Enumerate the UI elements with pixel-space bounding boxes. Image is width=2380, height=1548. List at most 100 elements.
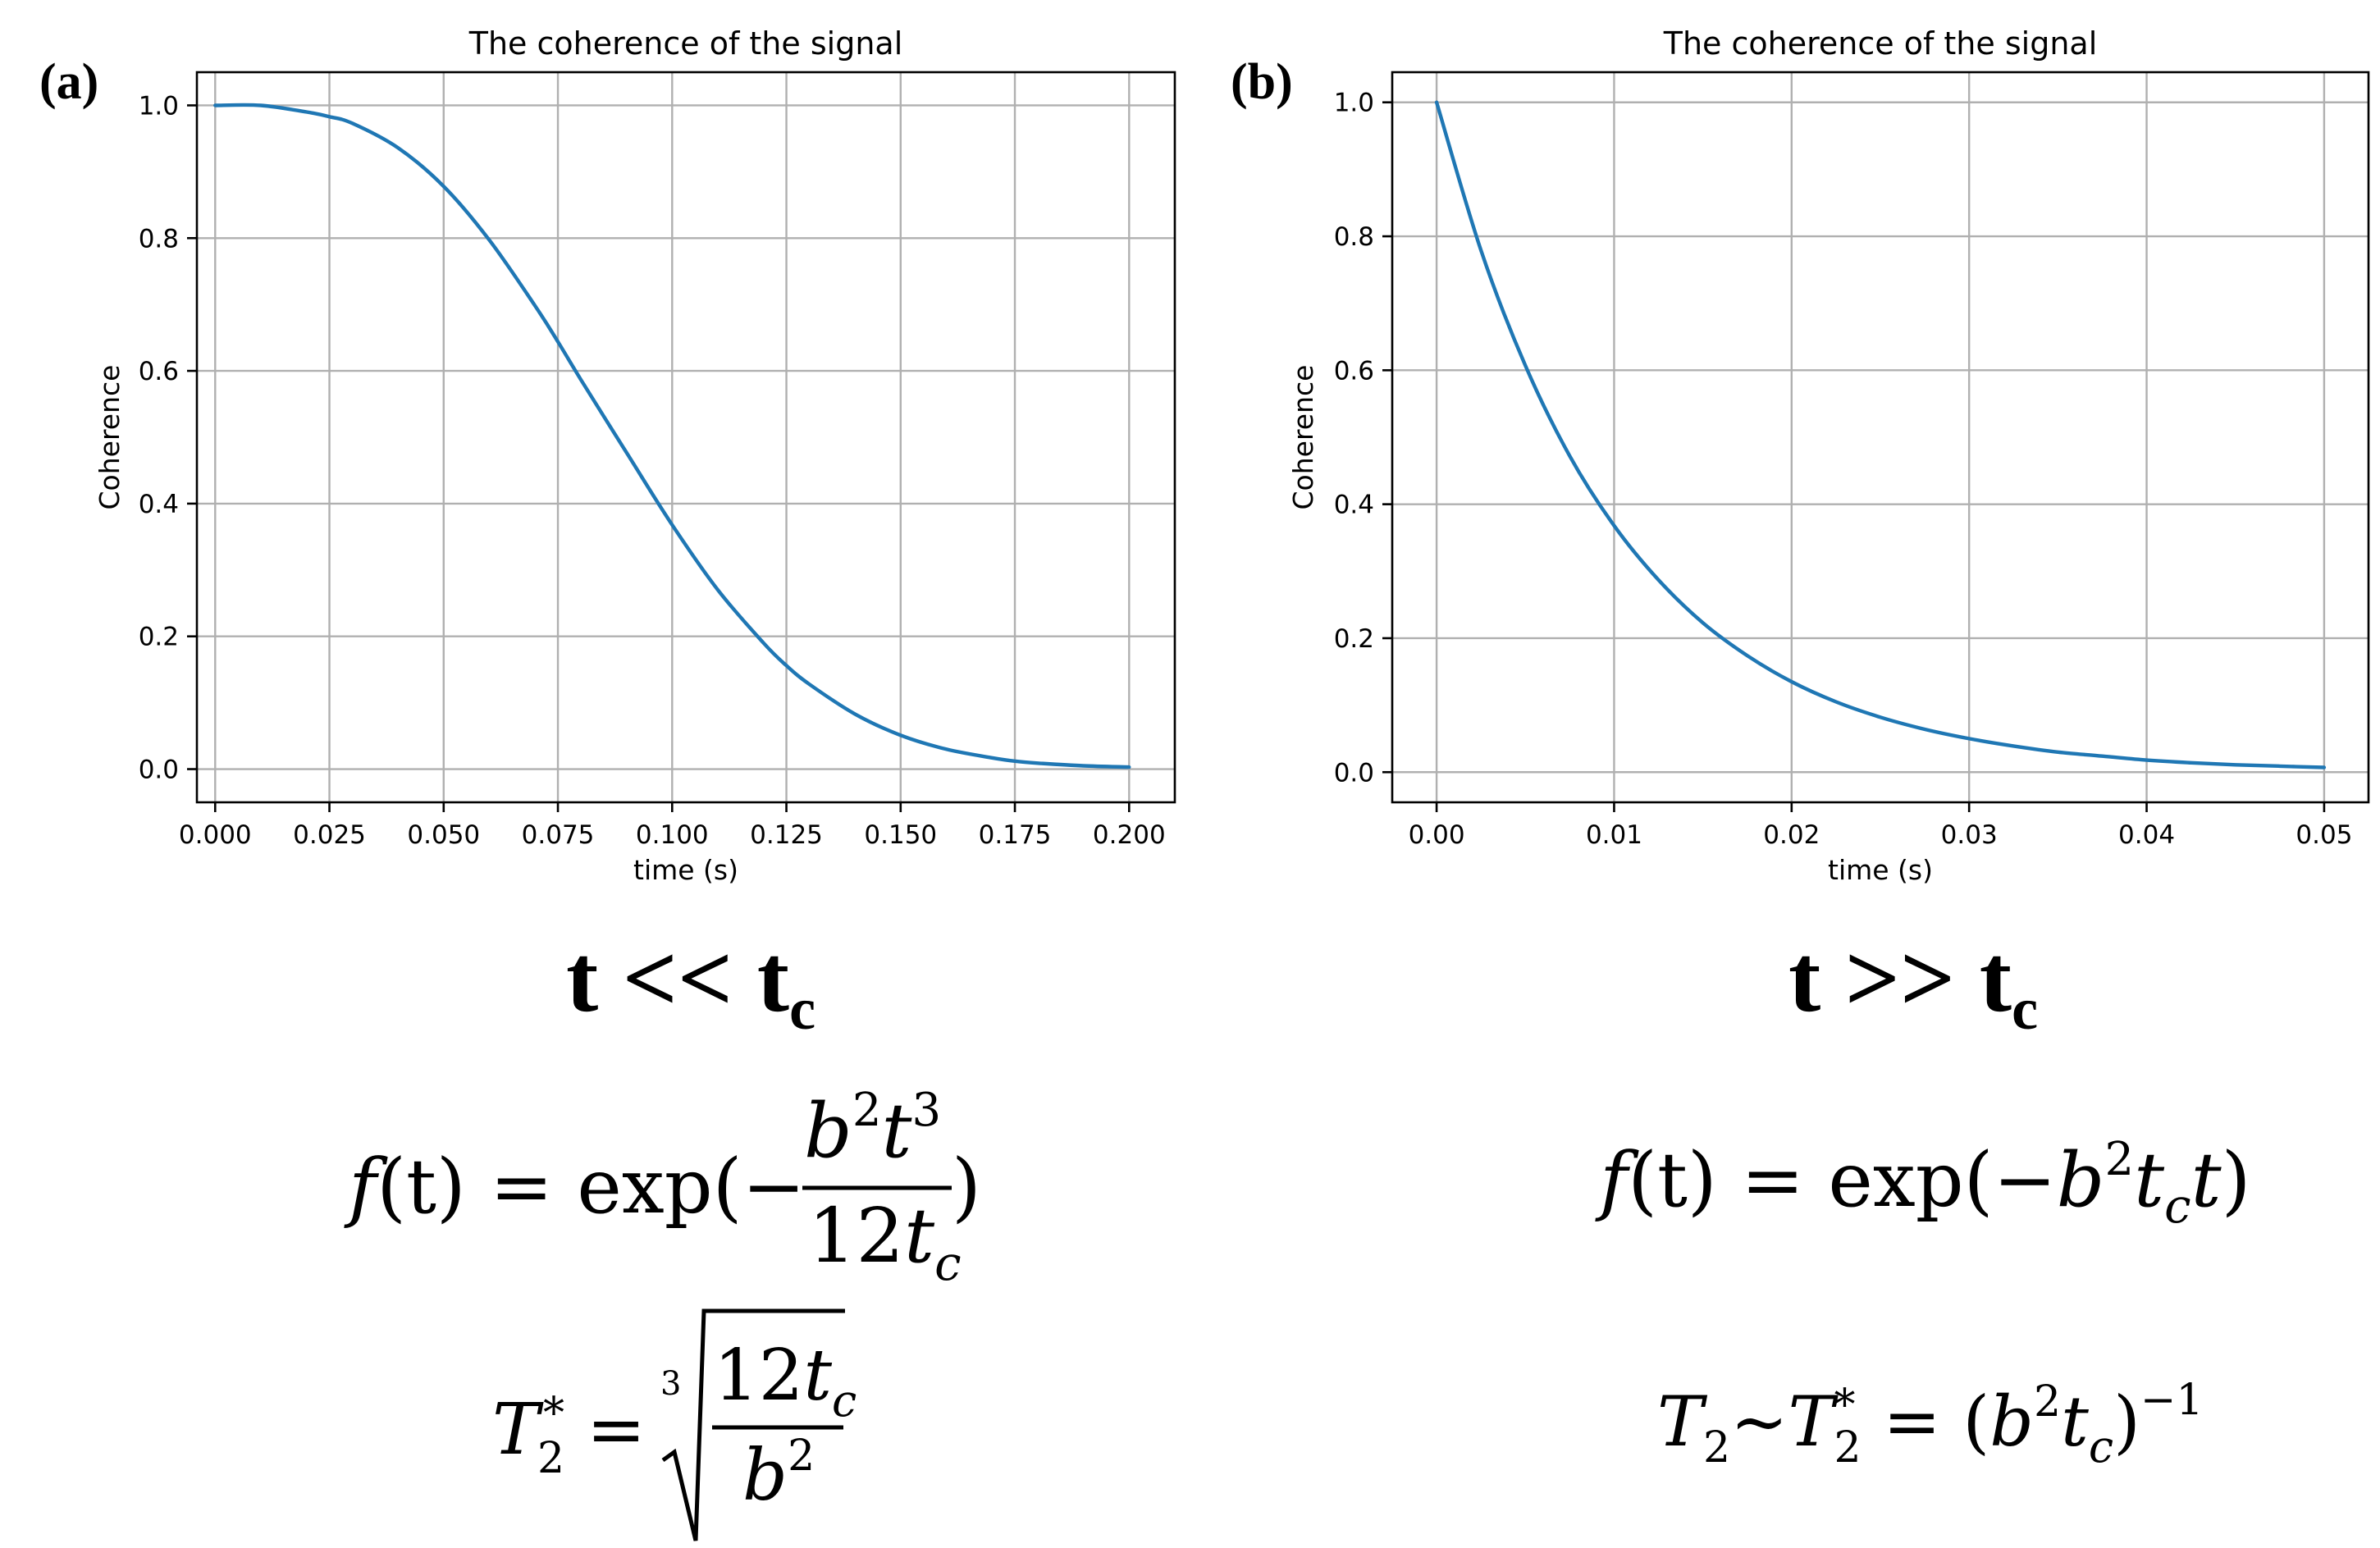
x-tick-label: 0.02 <box>1763 820 1820 850</box>
eq-a-den-12: 12 <box>808 1192 904 1280</box>
eq-a-paren: (t) = exp(− <box>377 1143 806 1231</box>
eq-a-equals: = <box>587 1389 646 1471</box>
eq-b-t: t <box>2134 1136 2165 1224</box>
x-tick-label: 0.100 <box>636 820 709 850</box>
eq-a-rden-2: 2 <box>788 1432 815 1481</box>
svg-text:f(t) = exp(−b2tct): f(t) = exp(−b2tct) <box>1595 1133 2251 1234</box>
eq-b-sup2b: 2 <box>2034 1377 2061 1427</box>
svg-text:b2: b2 <box>742 1432 815 1517</box>
eq-b-paren-close: ) <box>2113 1381 2140 1462</box>
y-tick-label: 0.4 <box>1334 491 1374 520</box>
panel-label-a: (a) <box>39 54 98 110</box>
y-tick-label: 0.0 <box>1334 758 1374 788</box>
eq-a-num-b: b <box>804 1087 852 1175</box>
x-tick-label: 0.175 <box>979 820 1052 850</box>
eq-a-den-t: t <box>904 1192 935 1280</box>
y-tick-label: 0.6 <box>1334 356 1374 386</box>
svg-text:12tc: 12tc <box>714 1335 857 1427</box>
chart-title-a: The coherence of the signal <box>468 25 903 62</box>
eq-a-star: * <box>543 1389 564 1438</box>
panel-label-b: (b) <box>1231 54 1293 110</box>
equation-t2-a: T * 2 = 3 12tc b2 <box>492 1308 857 1541</box>
eq-a-radical <box>661 1308 845 1541</box>
eq-a-rnum-t: t <box>803 1335 832 1417</box>
eq-b-t2: t <box>2191 1136 2222 1224</box>
grid-b <box>1392 72 2369 802</box>
chart-panel-b: (b) The coherence of the signal 0.00 0.01… <box>1231 25 2370 886</box>
x-tick-label: 0.200 <box>1093 820 1166 850</box>
y-tick-label: 1.0 <box>1334 89 1374 118</box>
x-tick-label: 0.03 <box>1941 820 1998 850</box>
eq-a-rnum-c: c <box>832 1375 857 1427</box>
eq-a-T: T <box>492 1389 544 1471</box>
eq-a-rnum-12: 12 <box>714 1335 803 1417</box>
regime-heading-a: t << tc <box>566 925 815 1042</box>
series-line-a <box>213 103 1131 769</box>
svg-text:T2~T*2 = (b2tc)−1: T2~T* 2 = (b2tc)−1 <box>1657 1376 2204 1473</box>
eq-a-num-sup3: 3 <box>912 1084 942 1137</box>
y-tick-label: 0.8 <box>1334 222 1374 252</box>
eq-b-T2: T <box>1788 1381 1839 1462</box>
eq-b-sub2: 2 <box>1703 1423 1730 1473</box>
x-tick-label: 0.125 <box>750 820 823 850</box>
grid-a <box>197 72 1175 802</box>
eq-a-sub2: 2 <box>537 1434 564 1483</box>
regime-b-sub: c <box>2012 976 2038 1042</box>
eq-a-rden-b: b <box>742 1435 788 1517</box>
y-tick-label: 0.4 <box>139 490 179 519</box>
svg-text:12tc: 12tc <box>808 1192 962 1291</box>
ticks-b: 0.00 0.01 0.02 0.03 0.04 0.05 0.0 0.2 0.4 0.6 0.8 1… <box>1334 89 2353 850</box>
x-tick-label: 0.050 <box>407 820 480 850</box>
x-axis-label-a: time (s) <box>633 854 738 886</box>
eq-b-T: T <box>1657 1381 1708 1462</box>
eq-b-bb: b <box>1989 1381 2034 1462</box>
eq-b-b: b <box>2057 1136 2105 1224</box>
regime-heading-b: t >> tc <box>1788 925 2038 1042</box>
plot-frame-b <box>1391 71 2370 804</box>
x-axis-label-b: time (s) <box>1828 854 1933 886</box>
x-tick-label: 0.05 <box>2295 820 2352 850</box>
eq-b-cc: c <box>2089 1421 2113 1473</box>
eq-b-inv: −1 <box>2140 1376 2204 1425</box>
x-tick-label: 0.04 <box>2118 820 2175 850</box>
svg-text:f(t) = exp(−: f(t) = exp(− <box>344 1143 806 1231</box>
y-tick-label: 0.2 <box>139 623 179 652</box>
eq-b-close: ) <box>2222 1136 2251 1224</box>
eq-a-num-t: t <box>882 1087 913 1175</box>
regime-b-main: t >> t <box>1788 925 2012 1032</box>
y-axis-label-a: Coherence <box>94 365 126 510</box>
y-axis-label-b: Coherence <box>1287 365 1319 510</box>
eq-b-c: c <box>2164 1178 2190 1234</box>
series-line-b <box>1434 100 2327 769</box>
eq-a-den-c: c <box>934 1235 961 1291</box>
eq-b-paren: (t) = exp(− <box>1628 1136 2057 1224</box>
x-tick-label: 0.025 <box>293 820 366 850</box>
equation-t2-b: T2~T* 2 = (b2tc)−1 <box>1657 1376 2204 1473</box>
equation-coherence-b: f(t) = exp(−b2tct) <box>1595 1133 2251 1234</box>
y-tick-label: 0.2 <box>1334 624 1374 654</box>
equation-coherence-a: f(t) = exp(− b2t3 12tc ) <box>344 1084 981 1291</box>
y-tick-label: 0.8 <box>139 224 179 253</box>
regime-a-main: t << t <box>566 925 789 1032</box>
eq-b-tilde: ~ <box>1730 1381 1788 1462</box>
x-tick-label: 0.150 <box>864 820 937 850</box>
x-tick-label: 0.01 <box>1586 820 1642 850</box>
x-tick-label: 0.00 <box>1409 820 1465 850</box>
eq-b-star: * <box>1834 1381 1856 1430</box>
regime-a-sub: c <box>789 976 815 1042</box>
y-tick-label: 0.0 <box>139 756 179 785</box>
eq-a-close: ) <box>952 1143 981 1231</box>
y-tick-label: 1.0 <box>139 91 179 121</box>
ticks-a: 0.000 0.025 0.050 0.075 0.100 0.125 0.150 0.175… <box>139 91 1166 850</box>
eq-b-sub2b: 2 <box>1834 1423 1862 1473</box>
eq-a-num-sup2: 2 <box>852 1084 882 1137</box>
plot-frame-a <box>195 71 1176 804</box>
eq-b-tt: t <box>2061 1381 2089 1462</box>
x-tick-label: 0.075 <box>522 820 595 850</box>
y-tick-label: 0.6 <box>139 357 179 386</box>
eq-b-equals: = ( <box>1862 1381 1990 1462</box>
chart-panel-a: (a) The coherence of the signal 0.000 0.0… <box>39 25 1176 886</box>
svg-text:T: T <box>492 1389 544 1471</box>
chart-title-b: The coherence of the signal <box>1663 25 2098 62</box>
